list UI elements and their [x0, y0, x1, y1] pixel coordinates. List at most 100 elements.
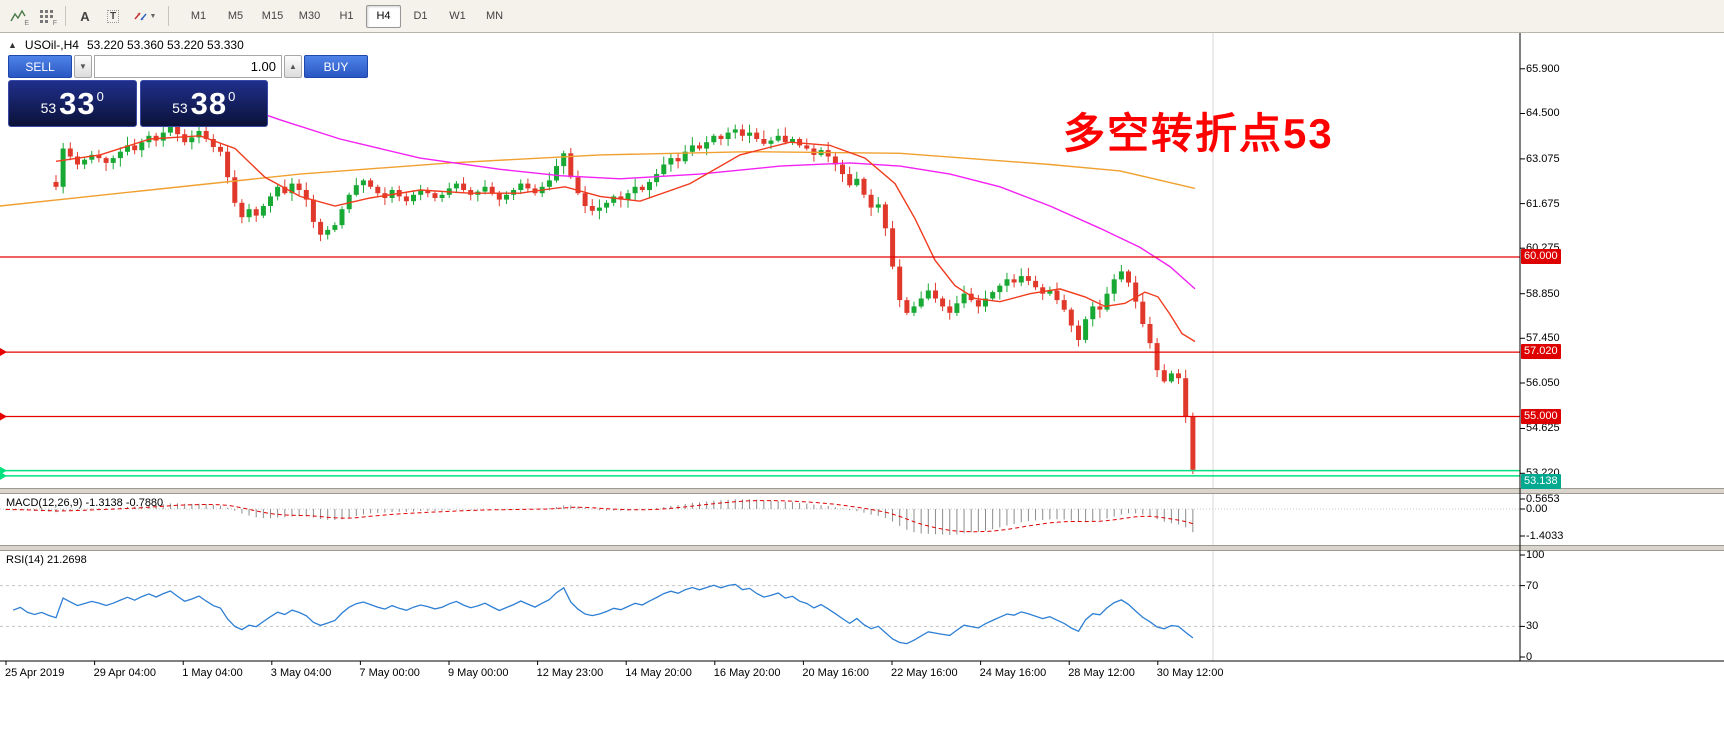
buy-price-tile[interactable]: 53 38 0 — [139, 80, 268, 127]
macd-value-main: -1.3138 — [85, 497, 123, 509]
timeframe-h4-button[interactable]: H4 — [366, 4, 401, 28]
timeframe-w1-button[interactable]: W1 — [449, 9, 466, 22]
price-tick-label: 65.900 — [1526, 62, 1560, 75]
symbol-title: USOil-,H4 — [24, 38, 79, 52]
timeframe-group: M1 M5 M15 M30 H1 H4 D1 W1 MN — [180, 4, 513, 28]
buy-price-big: 38 — [190, 86, 228, 121]
rsi-line — [12, 583, 1194, 645]
icon-sub-label: F — [52, 20, 57, 27]
line-left-marker — [0, 412, 7, 421]
volume-input[interactable] — [94, 55, 282, 78]
rsi-value: 21.2698 — [46, 554, 87, 566]
time-axis-label[interactable]: 24 May 16:00 — [979, 667, 1047, 679]
volume-increase-button[interactable]: ▲ — [284, 55, 302, 78]
time-axis-label[interactable]: 22 May 16:00 — [891, 667, 958, 679]
buy-price-prefix: 53 — [172, 99, 188, 116]
time-axis-label[interactable]: 25 Apr 2019 — [5, 667, 65, 679]
rsi-name: RSI(14) — [6, 554, 44, 566]
time-axis-label[interactable]: 29 Apr 04:00 — [93, 667, 156, 679]
time-axis-label[interactable]: 1 May 04:00 — [182, 667, 243, 679]
text-label-tool-icon[interactable]: A — [71, 3, 99, 29]
time-axis-label[interactable]: 12 May 23:00 — [536, 667, 604, 679]
trade-controls-row: SELL ▼ ▲ BUY — [8, 55, 368, 78]
icon-sub-label: E — [24, 20, 29, 27]
line-chart-expert-icon[interactable]: E — [4, 3, 32, 29]
time-axis-label[interactable]: 7 May 00:00 — [359, 667, 420, 679]
sell-price-tile[interactable]: 53 33 0 — [8, 80, 137, 127]
cycle-arrows-dropdown-button[interactable]: ▼ — [127, 3, 163, 29]
timeframe-m30-button[interactable]: M30 — [298, 9, 321, 22]
ma-fast-red-line — [55, 135, 1196, 343]
rsi-axis-label: 100 — [1526, 549, 1545, 561]
ma-slow-orange-line — [0, 150, 1196, 207]
price-tick-label: 56.050 — [1526, 377, 1560, 389]
timeframe-mn-button[interactable]: MN — [485, 9, 504, 22]
ma-medium-magenta-line — [229, 101, 1196, 290]
price-tick-label: 57.450 — [1526, 332, 1560, 345]
price-tick-label: 58.850 — [1526, 287, 1560, 300]
buy-button[interactable]: BUY — [304, 55, 368, 78]
rsi-axis-label: 30 — [1526, 620, 1539, 633]
timeframe-m5-button[interactable]: M5 — [227, 9, 244, 22]
time-axis-label[interactable]: 16 May 20:00 — [713, 667, 781, 679]
toolbar: E F A T ▼ — [0, 0, 1724, 33]
sell-button[interactable]: SELL — [8, 55, 72, 78]
symbol-ohlc: 53.220 53.360 53.220 53.330 — [86, 38, 244, 52]
sell-price-pip: 0 — [96, 89, 104, 104]
collapse-trade-panel-icon[interactable]: ▲ — [8, 40, 17, 50]
rsi-axis-label: 70 — [1526, 579, 1539, 592]
rsi-axis-label: 0 — [1526, 651, 1533, 663]
macd-axis-label: 0.5653 — [1526, 493, 1560, 505]
line-left-marker — [0, 471, 7, 480]
toolbar-separator — [168, 6, 169, 26]
trade-price-row: 53 33 0 53 38 0 — [8, 80, 268, 127]
price-tick-label: 63.075 — [1526, 152, 1560, 165]
line-left-marker — [0, 348, 7, 357]
macd-axis-label: 0.00 — [1526, 503, 1548, 515]
toolbar-separator — [65, 6, 66, 26]
symbol-bar: ▲ USOil-,H4 53.220 53.360 53.220 53.330 — [8, 38, 244, 52]
panel-separator[interactable] — [0, 545, 1724, 551]
chart-annotation-text: 多空转折点53 — [1063, 110, 1334, 157]
letter-a-icon: A — [80, 8, 90, 24]
dropdown-caret-icon: ▼ — [149, 12, 157, 20]
current-price-badge: 53.138 — [1521, 473, 1561, 489]
price-line-badge: 57.020 — [1521, 344, 1561, 360]
buy-price-pip: 0 — [228, 89, 236, 104]
macd-axis-label: -1.4033 — [1526, 530, 1564, 542]
grid-icon — [39, 10, 53, 23]
price-tick-label: 61.675 — [1526, 197, 1560, 210]
sell-price-prefix: 53 — [40, 99, 57, 116]
timeframe-d1-button[interactable]: D1 — [413, 9, 428, 22]
timeframe-m1-button[interactable]: M1 — [190, 9, 207, 22]
time-axis-label[interactable]: 28 May 12:00 — [1068, 667, 1135, 679]
sell-price-big: 33 — [59, 86, 96, 121]
time-axis-label[interactable]: 30 May 12:00 — [1156, 667, 1224, 679]
macd-name: MACD(12,26,9) — [6, 497, 83, 509]
rsi-label: RSI(14) 21.2698 — [6, 554, 87, 566]
grid-indicator-icon[interactable]: F — [32, 3, 60, 29]
time-axis-label[interactable]: 9 May 00:00 — [448, 667, 509, 679]
one-click-trading-panel: SELL ▼ ▲ BUY 53 33 0 53 38 0 — [8, 55, 368, 127]
time-axis-label[interactable]: 3 May 04:00 — [270, 667, 332, 679]
cycle-arrows-icon — [133, 12, 147, 20]
timeframe-m15-button[interactable]: M15 — [261, 9, 284, 22]
zigzag-chart-icon — [10, 9, 26, 22]
macd-signal-line — [5, 500, 1194, 533]
price-line-badge: 55.000 — [1521, 408, 1561, 424]
price-tick-label: 64.500 — [1526, 107, 1560, 120]
panel-separator[interactable] — [0, 488, 1724, 494]
line-left-marker — [0, 466, 7, 475]
time-axis-label[interactable]: 14 May 20:00 — [625, 667, 692, 679]
macd-value-signal: -0.7880 — [125, 497, 164, 509]
letter-t-icon: T — [106, 9, 120, 23]
time-axis-label[interactable]: 20 May 16:00 — [802, 667, 870, 679]
volume-decrease-button[interactable]: ▼ — [74, 55, 92, 78]
timeframe-h1-button[interactable]: H1 — [339, 9, 354, 22]
text-box-tool-icon[interactable]: T — [99, 3, 127, 29]
price-line-badge: 60.000 — [1521, 249, 1561, 264]
price-tick-label: 54.625 — [1526, 422, 1560, 435]
macd-label: MACD(12,26,9) -1.3138 -0.7880 — [6, 497, 163, 509]
